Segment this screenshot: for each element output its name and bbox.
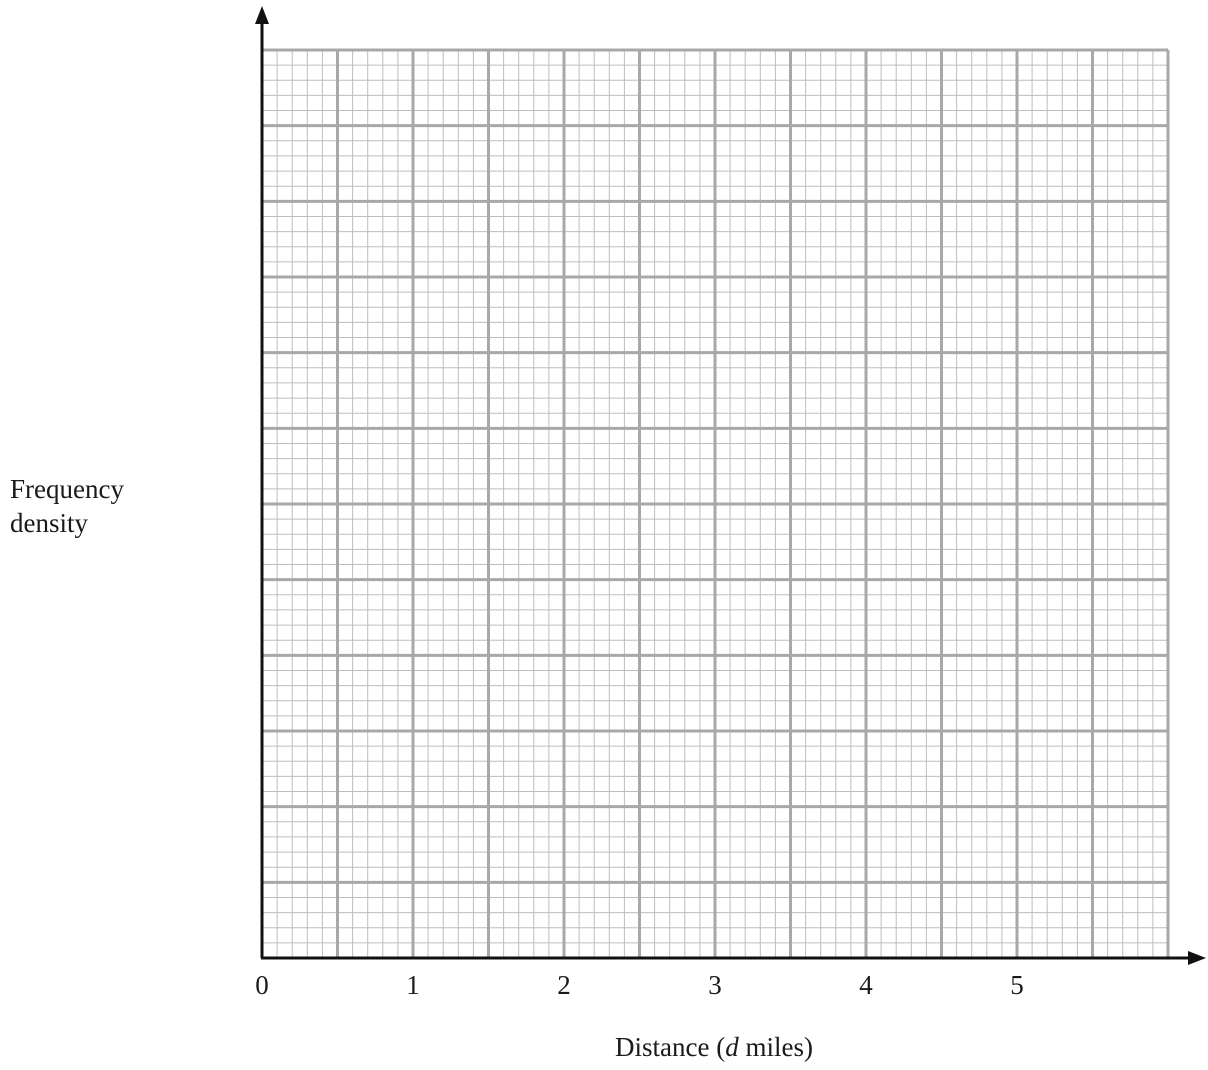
x-tick-label: 5 bbox=[1010, 970, 1024, 1000]
x-tick-label: 3 bbox=[708, 970, 722, 1000]
y-axis-label-line-2: density bbox=[10, 508, 88, 538]
y-axis-label-line-1: Frequency bbox=[10, 474, 124, 504]
x-axis-label-variable: d bbox=[725, 1032, 739, 1062]
x-axis-label-prefix: Distance ( bbox=[615, 1032, 726, 1062]
y-axis-label: Frequency density bbox=[10, 472, 124, 540]
x-tick-label: 4 bbox=[859, 970, 873, 1000]
y-axis-arrow-icon bbox=[255, 6, 269, 24]
x-axis-arrow-icon bbox=[1188, 951, 1206, 965]
x-tick-label: 2 bbox=[557, 970, 571, 1000]
x-tick-label: 1 bbox=[406, 970, 420, 1000]
x-axis-label-suffix: miles) bbox=[738, 1032, 813, 1062]
x-axis-label: Distance (d miles) bbox=[0, 1030, 1208, 1064]
x-tick-label: 0 bbox=[255, 970, 269, 1000]
